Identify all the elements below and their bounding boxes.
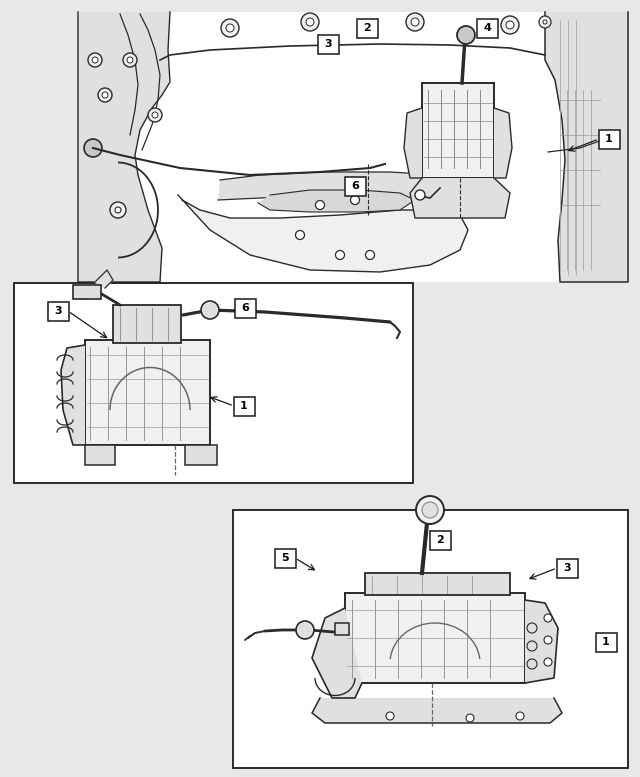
Text: 6: 6 <box>241 303 249 313</box>
Circle shape <box>527 659 537 669</box>
Polygon shape <box>525 600 558 683</box>
Bar <box>73 285 101 299</box>
Text: 1: 1 <box>602 637 610 647</box>
Circle shape <box>365 250 374 260</box>
Circle shape <box>411 18 419 26</box>
Polygon shape <box>218 172 460 200</box>
Circle shape <box>544 658 552 666</box>
Polygon shape <box>61 345 85 445</box>
Polygon shape <box>545 12 628 282</box>
Bar <box>85 340 210 445</box>
Circle shape <box>296 231 305 239</box>
Circle shape <box>516 712 524 720</box>
Circle shape <box>457 26 475 44</box>
Circle shape <box>316 200 324 210</box>
Circle shape <box>508 23 512 27</box>
Circle shape <box>296 621 314 639</box>
FancyBboxPatch shape <box>429 531 451 549</box>
Polygon shape <box>78 12 170 282</box>
Text: 5: 5 <box>281 553 289 563</box>
Polygon shape <box>494 108 512 178</box>
Circle shape <box>543 20 547 24</box>
FancyBboxPatch shape <box>477 19 497 37</box>
Circle shape <box>92 57 98 63</box>
Polygon shape <box>312 698 562 723</box>
Text: 3: 3 <box>563 563 571 573</box>
Circle shape <box>386 712 394 720</box>
Circle shape <box>415 190 425 200</box>
FancyBboxPatch shape <box>234 396 255 416</box>
Circle shape <box>102 92 108 98</box>
Circle shape <box>544 614 552 622</box>
Bar <box>335 623 349 635</box>
Polygon shape <box>178 195 468 272</box>
Circle shape <box>98 88 112 102</box>
Circle shape <box>123 53 137 67</box>
Bar <box>185 445 217 465</box>
Text: 2: 2 <box>436 535 444 545</box>
Circle shape <box>466 714 474 722</box>
Bar <box>113 305 181 343</box>
Polygon shape <box>95 270 113 288</box>
Circle shape <box>422 502 438 518</box>
Circle shape <box>115 207 121 213</box>
Circle shape <box>501 16 519 34</box>
Text: 3: 3 <box>324 39 332 49</box>
Bar <box>78 12 628 282</box>
Circle shape <box>539 16 551 28</box>
FancyBboxPatch shape <box>47 301 68 320</box>
Polygon shape <box>312 608 362 698</box>
Circle shape <box>148 108 162 122</box>
Circle shape <box>84 139 102 157</box>
Bar <box>85 445 115 465</box>
Circle shape <box>527 623 537 633</box>
Circle shape <box>301 13 319 31</box>
Text: 3: 3 <box>54 306 62 316</box>
Circle shape <box>221 19 239 37</box>
Circle shape <box>544 636 552 644</box>
Text: 6: 6 <box>351 181 359 191</box>
FancyBboxPatch shape <box>598 130 620 148</box>
FancyBboxPatch shape <box>344 176 365 196</box>
FancyBboxPatch shape <box>234 298 255 318</box>
FancyBboxPatch shape <box>317 34 339 54</box>
Circle shape <box>88 53 102 67</box>
Circle shape <box>110 202 126 218</box>
FancyBboxPatch shape <box>356 19 378 37</box>
Bar <box>345 593 525 683</box>
Circle shape <box>416 496 444 524</box>
Text: 1: 1 <box>240 401 248 411</box>
Text: 2: 2 <box>363 23 371 33</box>
Circle shape <box>201 301 219 319</box>
Circle shape <box>351 196 360 204</box>
FancyBboxPatch shape <box>595 632 616 651</box>
FancyBboxPatch shape <box>275 549 296 567</box>
Bar <box>233 510 628 768</box>
Circle shape <box>226 24 234 32</box>
Bar <box>365 573 510 595</box>
Circle shape <box>504 19 516 31</box>
Text: 4: 4 <box>483 23 491 33</box>
Polygon shape <box>410 178 510 218</box>
Circle shape <box>335 250 344 260</box>
Circle shape <box>406 13 424 31</box>
Circle shape <box>306 18 314 26</box>
Circle shape <box>152 112 158 118</box>
FancyBboxPatch shape <box>557 559 577 577</box>
Polygon shape <box>404 108 422 178</box>
Text: 1: 1 <box>605 134 613 144</box>
Bar <box>14 283 413 483</box>
Circle shape <box>127 57 133 63</box>
Circle shape <box>506 21 514 29</box>
Bar <box>422 83 494 178</box>
Polygon shape <box>258 190 415 212</box>
Circle shape <box>527 641 537 651</box>
